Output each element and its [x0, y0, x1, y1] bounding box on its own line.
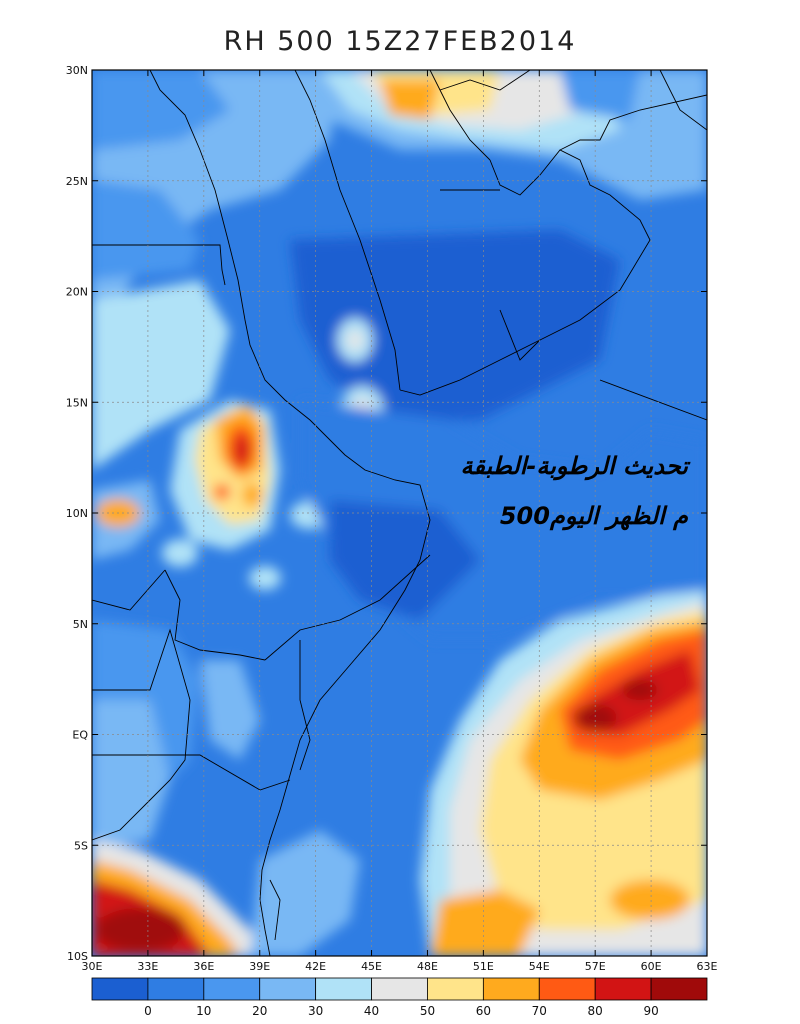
lat-tick-label: 15N [66, 396, 88, 409]
lat-tick-label: 30N [66, 64, 88, 77]
lon-tick-label: 42E [305, 960, 326, 973]
lon-tick-label: 39E [249, 960, 270, 973]
lat-tick-label: EQ [72, 729, 88, 742]
map-title: RH 500 15Z27FEB2014 [223, 26, 577, 57]
colorbar-segment [259, 977, 317, 1001]
lat-tick-label: 10S [67, 950, 88, 963]
lon-tick-label: 51E [473, 960, 494, 973]
colorbar-label: 40 [364, 1004, 379, 1018]
lon-tick-label: 54E [529, 960, 550, 973]
colorbar: 0 10 20 30 40 50 60 70 80 90 [91, 977, 708, 1018]
lon-tick-label: 36E [193, 960, 214, 973]
lon-tick-label: 45E [361, 960, 382, 973]
colorbar-segment [371, 977, 428, 1001]
lat-tick-label: 20N [66, 286, 88, 299]
colorbar-label: 50 [420, 1004, 435, 1018]
colorbar-segment [203, 977, 261, 1001]
lon-tick-label: 60E [641, 960, 662, 973]
lat-tick-label: 25N [66, 175, 88, 188]
lon-tick-label: 57E [585, 960, 606, 973]
latitude-axis: 30N 25N 20N 15N 10N 5N EQ 5S 10S [66, 64, 707, 963]
colorbar-segment [482, 977, 540, 1001]
annotation-line-1: تحديث الرطوبة-الطبقة [460, 452, 691, 481]
colorbar-segment [315, 977, 372, 1001]
lat-tick-label: 5N [73, 618, 88, 631]
colorbar-label: 20 [252, 1004, 267, 1018]
annotation-line-2: 500م الظهر اليوم [500, 502, 689, 531]
lat-tick-label: 5S [74, 839, 88, 852]
colorbar-segment [594, 977, 652, 1001]
colorbar-label: 80 [588, 1004, 603, 1018]
colorbar-segment [538, 977, 596, 1001]
colorbar-label: 10 [196, 1004, 211, 1018]
lon-tick-label: 48E [417, 960, 438, 973]
colorbar-segment [427, 977, 484, 1001]
coastlines [92, 70, 707, 956]
lat-tick-label: 10N [66, 507, 88, 520]
colorbar-label: 90 [643, 1004, 658, 1018]
colorbar-segment [650, 977, 708, 1001]
lon-tick-label: 30E [82, 960, 103, 973]
colorbar-label: 30 [308, 1004, 323, 1018]
longitude-axis: 30E 33E 36E 39E 42E 45E 48E 51E 54E 57E 60E 63E [82, 70, 718, 973]
colorbar-segment [91, 977, 149, 1001]
lon-tick-label: 63E [697, 960, 718, 973]
lon-tick-label: 33E [137, 960, 158, 973]
humidity-field [92, 70, 707, 956]
colorbar-segment [147, 977, 205, 1001]
colorbar-label: 70 [532, 1004, 547, 1018]
colorbar-label: 0 [144, 1004, 152, 1018]
colorbar-label: 60 [476, 1004, 491, 1018]
